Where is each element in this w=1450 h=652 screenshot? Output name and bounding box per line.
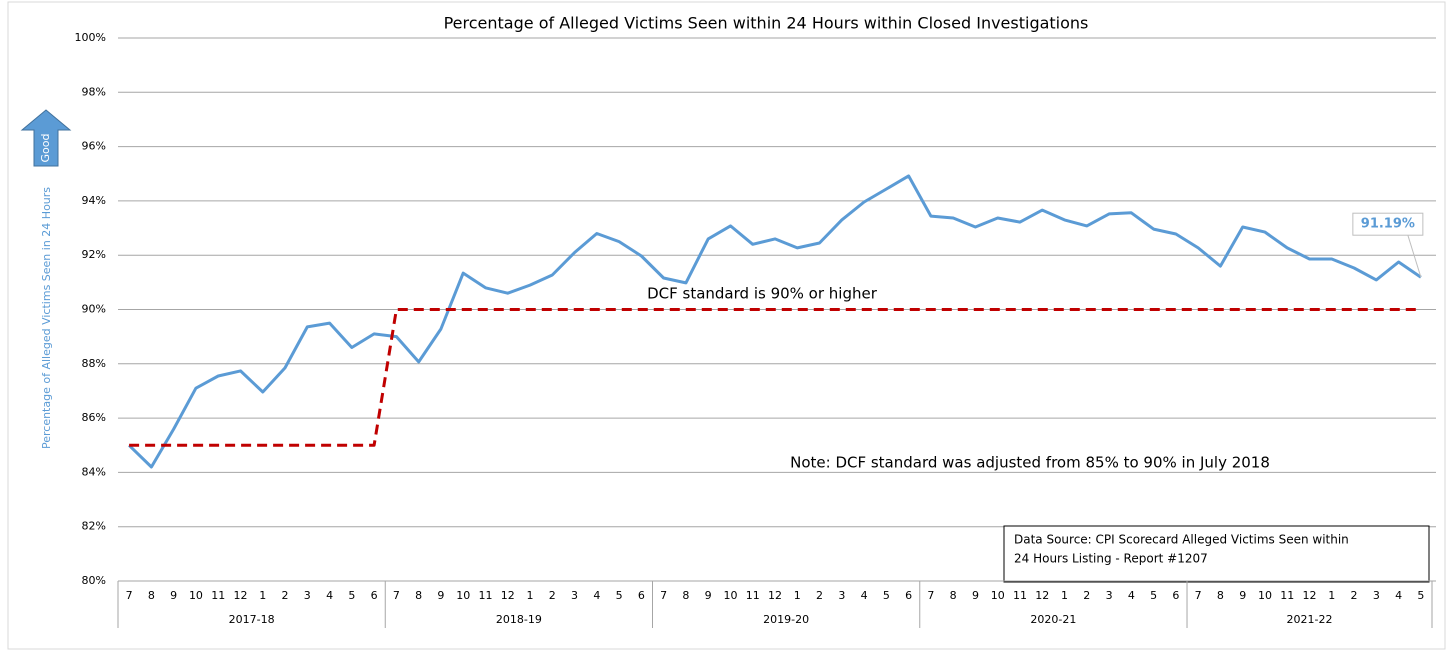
good-arrow xyxy=(20,109,72,167)
x-tick-label: 5 xyxy=(1150,589,1157,602)
value-label: 91.19% xyxy=(1361,217,1415,232)
x-tick-label: 2 xyxy=(816,589,823,602)
x-group-label: 2019-20 xyxy=(763,613,809,626)
x-tick-label: 4 xyxy=(1128,589,1135,602)
y-tick-label: 98% xyxy=(82,85,106,98)
x-tick-label: 9 xyxy=(1239,589,1246,602)
x-tick-label: 6 xyxy=(638,589,645,602)
x-tick-label: 7 xyxy=(1195,589,1202,602)
y-tick-label: 82% xyxy=(82,520,106,533)
x-tick-label: 7 xyxy=(393,589,400,602)
x-tick-label: 12 xyxy=(768,589,782,602)
value-label-box xyxy=(1352,212,1424,236)
x-group-label: 2021-22 xyxy=(1287,613,1333,626)
x-tick-label: 1 xyxy=(1061,589,1068,602)
x-tick-label: 10 xyxy=(723,589,737,602)
x-tick-label: 5 xyxy=(883,589,890,602)
x-tick-label: 10 xyxy=(189,589,203,602)
arrow-label: Good xyxy=(39,134,52,163)
source-text: 24 Hours Listing - Report #1207 xyxy=(1014,552,1208,566)
x-tick-label: 5 xyxy=(348,589,355,602)
x-tick-label: 3 xyxy=(571,589,578,602)
x-tick-label: 2 xyxy=(1083,589,1090,602)
x-tick-label: 6 xyxy=(905,589,912,602)
x-tick-label: 8 xyxy=(950,589,957,602)
x-tick-label: 1 xyxy=(1328,589,1335,602)
y-tick-label: 86% xyxy=(82,411,106,424)
source-box xyxy=(1003,525,1430,583)
y-tick-label: 94% xyxy=(82,194,106,207)
x-tick-label: 9 xyxy=(170,589,177,602)
x-tick-label: 9 xyxy=(437,589,444,602)
x-group-label: 2020-21 xyxy=(1030,613,1076,626)
x-tick-label: 9 xyxy=(705,589,712,602)
y-tick-label: 80% xyxy=(82,574,106,587)
series-line xyxy=(129,308,1421,447)
x-tick-label: 3 xyxy=(1106,589,1113,602)
x-tick-label: 3 xyxy=(304,589,311,602)
x-tick-label: 7 xyxy=(126,589,133,602)
y-tick-label: 84% xyxy=(82,465,106,478)
y-tick-label: 90% xyxy=(82,303,106,316)
x-tick-label: 11 xyxy=(211,589,225,602)
x-tick-label: 9 xyxy=(972,589,979,602)
x-tick-label: 2 xyxy=(1351,589,1358,602)
x-tick-label: 4 xyxy=(326,589,333,602)
x-tick-label: 1 xyxy=(527,589,534,602)
x-group-label: 2017-18 xyxy=(229,613,275,626)
x-tick-label: 1 xyxy=(794,589,801,602)
chart-title: Percentage of Alleged Victims Seen withi… xyxy=(444,14,1089,33)
y-tick-label: 96% xyxy=(82,140,106,153)
x-tick-label: 3 xyxy=(838,589,845,602)
x-tick-label: 3 xyxy=(1373,589,1380,602)
x-tick-label: 7 xyxy=(927,589,934,602)
x-tick-label: 4 xyxy=(593,589,600,602)
x-tick-label: 5 xyxy=(616,589,623,602)
x-tick-label: 12 xyxy=(501,589,515,602)
x-tick-label: 10 xyxy=(1258,589,1272,602)
x-group-label: 2018-19 xyxy=(496,613,542,626)
x-tick-label: 12 xyxy=(1035,589,1049,602)
x-tick-label: 8 xyxy=(415,589,422,602)
x-tick-label: 2 xyxy=(549,589,556,602)
annotation: Note: DCF standard was adjusted from 85%… xyxy=(790,454,1270,472)
x-tick-label: 5 xyxy=(1417,589,1424,602)
x-tick-label: 1 xyxy=(259,589,266,602)
x-tick-label: 11 xyxy=(478,589,492,602)
x-tick-label: 8 xyxy=(148,589,155,602)
x-tick-label: 8 xyxy=(1217,589,1224,602)
x-tick-label: 11 xyxy=(1013,589,1027,602)
x-tick-label: 10 xyxy=(456,589,470,602)
x-tick-label: 12 xyxy=(233,589,247,602)
x-tick-label: 11 xyxy=(746,589,760,602)
x-tick-label: 12 xyxy=(1303,589,1317,602)
x-tick-label: 8 xyxy=(682,589,689,602)
x-tick-label: 6 xyxy=(1172,589,1179,602)
x-tick-label: 4 xyxy=(861,589,868,602)
chart-border xyxy=(7,1,1446,650)
x-tick-label: 6 xyxy=(371,589,378,602)
x-tick-label: 7 xyxy=(660,589,667,602)
x-tick-label: 4 xyxy=(1395,589,1402,602)
x-tick-label: 11 xyxy=(1280,589,1294,602)
y-tick-label: 88% xyxy=(82,357,106,370)
y-tick-label: 92% xyxy=(82,248,106,261)
annotation: DCF standard is 90% or higher xyxy=(647,285,878,303)
y-tick-label: 100% xyxy=(75,31,106,44)
source-text: Data Source: CPI Scorecard Alleged Victi… xyxy=(1014,533,1349,547)
x-tick-label: 2 xyxy=(282,589,289,602)
series-line xyxy=(128,174,1422,469)
y-axis-label: Percentage of Alleged Victims Seen in 24… xyxy=(40,187,53,449)
x-tick-label: 10 xyxy=(991,589,1005,602)
callout-line xyxy=(1407,235,1422,278)
